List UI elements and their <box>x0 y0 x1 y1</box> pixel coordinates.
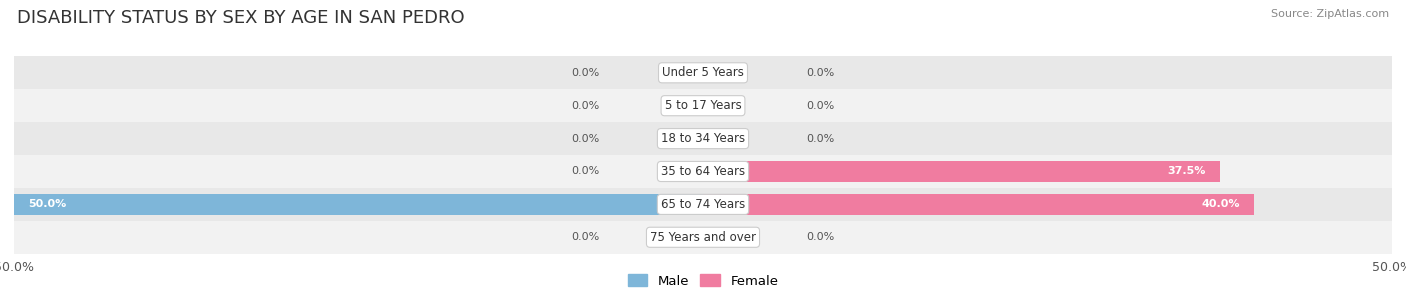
Text: 0.0%: 0.0% <box>571 101 599 111</box>
Text: 40.0%: 40.0% <box>1202 199 1240 209</box>
Text: Under 5 Years: Under 5 Years <box>662 66 744 79</box>
Text: 0.0%: 0.0% <box>571 232 599 242</box>
Text: 75 Years and over: 75 Years and over <box>650 231 756 244</box>
Bar <box>703 194 1254 215</box>
Text: 0.0%: 0.0% <box>807 68 835 78</box>
Text: 0.0%: 0.0% <box>571 133 599 143</box>
Legend: Male, Female: Male, Female <box>623 269 783 293</box>
Bar <box>14 122 1392 155</box>
Bar <box>14 194 703 215</box>
Text: 0.0%: 0.0% <box>571 68 599 78</box>
Bar <box>14 155 1392 188</box>
Bar <box>14 89 1392 122</box>
Text: 18 to 34 Years: 18 to 34 Years <box>661 132 745 145</box>
Bar <box>14 188 1392 221</box>
Bar <box>14 56 1392 89</box>
Text: 65 to 74 Years: 65 to 74 Years <box>661 198 745 211</box>
Bar <box>703 161 1219 182</box>
Text: DISABILITY STATUS BY SEX BY AGE IN SAN PEDRO: DISABILITY STATUS BY SEX BY AGE IN SAN P… <box>17 9 464 27</box>
Text: 35 to 64 Years: 35 to 64 Years <box>661 165 745 178</box>
Text: 37.5%: 37.5% <box>1167 167 1206 177</box>
Text: 0.0%: 0.0% <box>807 232 835 242</box>
Bar <box>14 221 1392 254</box>
Text: 50.0%: 50.0% <box>28 199 66 209</box>
Text: 5 to 17 Years: 5 to 17 Years <box>665 99 741 112</box>
Text: 0.0%: 0.0% <box>807 133 835 143</box>
Text: Source: ZipAtlas.com: Source: ZipAtlas.com <box>1271 9 1389 19</box>
Text: 0.0%: 0.0% <box>807 101 835 111</box>
Text: 0.0%: 0.0% <box>571 167 599 177</box>
